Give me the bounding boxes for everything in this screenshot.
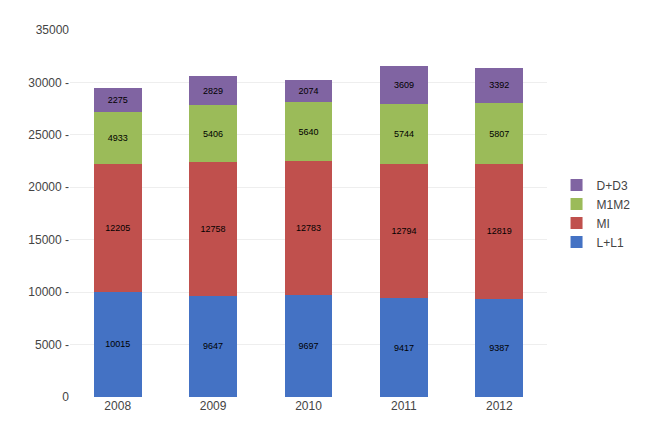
svg-text:M1M2: M1M2	[597, 198, 631, 212]
svg-text:D+D3: D+D3	[597, 179, 628, 193]
svg-text:5744: 5744	[394, 129, 414, 139]
svg-text:9387: 9387	[489, 343, 509, 353]
svg-text:10000 -: 10000 -	[28, 285, 69, 299]
svg-text:9697: 9697	[298, 341, 318, 351]
svg-text:12758: 12758	[201, 224, 226, 234]
svg-text:2074: 2074	[298, 86, 318, 96]
svg-text:15000 -: 15000 -	[28, 233, 69, 247]
svg-text:4933: 4933	[108, 133, 128, 143]
svg-text:30000 -: 30000 -	[28, 76, 69, 90]
svg-text:10015: 10015	[105, 339, 130, 349]
svg-text:5406: 5406	[203, 129, 223, 139]
svg-text:3392: 3392	[489, 80, 509, 90]
svg-text:3609: 3609	[394, 80, 414, 90]
svg-text:20000 -: 20000 -	[28, 180, 69, 194]
svg-text:9647: 9647	[203, 341, 223, 351]
svg-text:MI: MI	[597, 217, 610, 231]
svg-text:2012: 2012	[486, 399, 513, 413]
svg-text:12205: 12205	[105, 223, 130, 233]
svg-text:L+L1: L+L1	[597, 236, 624, 250]
svg-text:2829: 2829	[203, 86, 223, 96]
svg-text:12794: 12794	[391, 226, 416, 236]
svg-text:5000 -: 5000 -	[35, 338, 69, 352]
svg-text:2011: 2011	[391, 399, 417, 413]
svg-text:25000 -: 25000 -	[28, 128, 69, 142]
svg-text:0: 0	[62, 390, 69, 404]
svg-text:2008: 2008	[104, 399, 131, 413]
svg-text:2010: 2010	[295, 399, 322, 413]
svg-text:35000: 35000	[36, 23, 70, 37]
svg-text:9417: 9417	[394, 343, 414, 353]
svg-text:12819: 12819	[487, 226, 512, 236]
svg-text:5640: 5640	[298, 127, 318, 137]
svg-text:2275: 2275	[108, 95, 128, 105]
svg-text:5807: 5807	[489, 129, 509, 139]
svg-text:12783: 12783	[296, 223, 321, 233]
svg-text:2009: 2009	[200, 399, 227, 413]
